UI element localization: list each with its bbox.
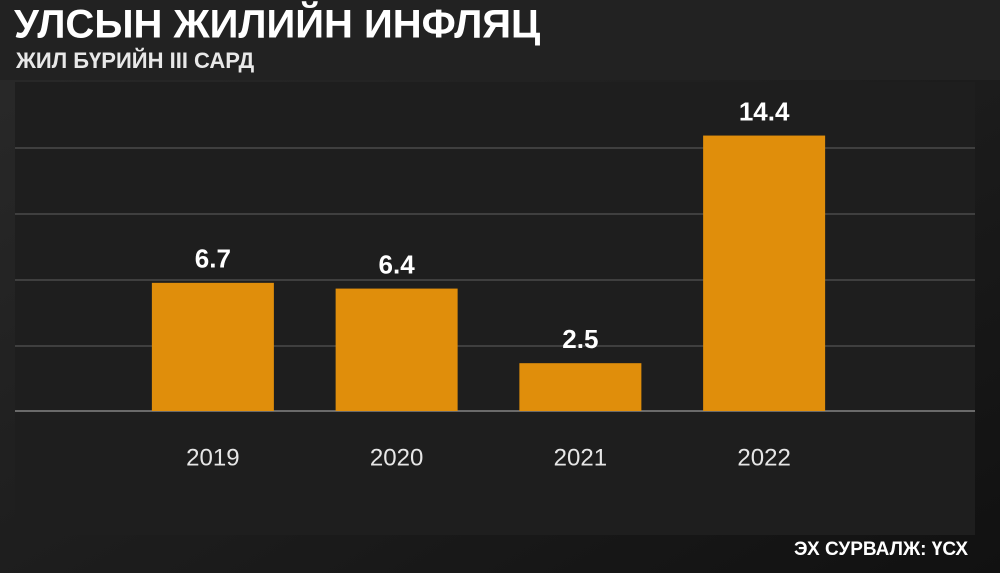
bar: [335, 288, 458, 411]
header-band: [0, 0, 1000, 80]
bar: [703, 135, 826, 411]
data-label: 14.4: [739, 96, 790, 126]
x-tick-label: 2020: [370, 444, 423, 471]
source-note: ЭХ СУРВАЛЖ: ҮСХ: [794, 539, 968, 560]
data-label: 6.7: [195, 244, 231, 274]
chart-title: УЛСЫН ЖИЛИЙН ИНФЛЯЦ: [14, 1, 540, 47]
bar: [151, 282, 274, 411]
x-tick-label: 2022: [737, 444, 790, 471]
data-label: 6.4: [379, 249, 416, 279]
chart-subtitle: ЖИЛ БҮРИЙН III САРД: [15, 48, 255, 73]
bar: [519, 363, 642, 411]
x-tick-label: 2021: [554, 444, 607, 471]
x-tick-label: 2019: [186, 444, 239, 471]
data-label: 2.5: [562, 324, 598, 354]
